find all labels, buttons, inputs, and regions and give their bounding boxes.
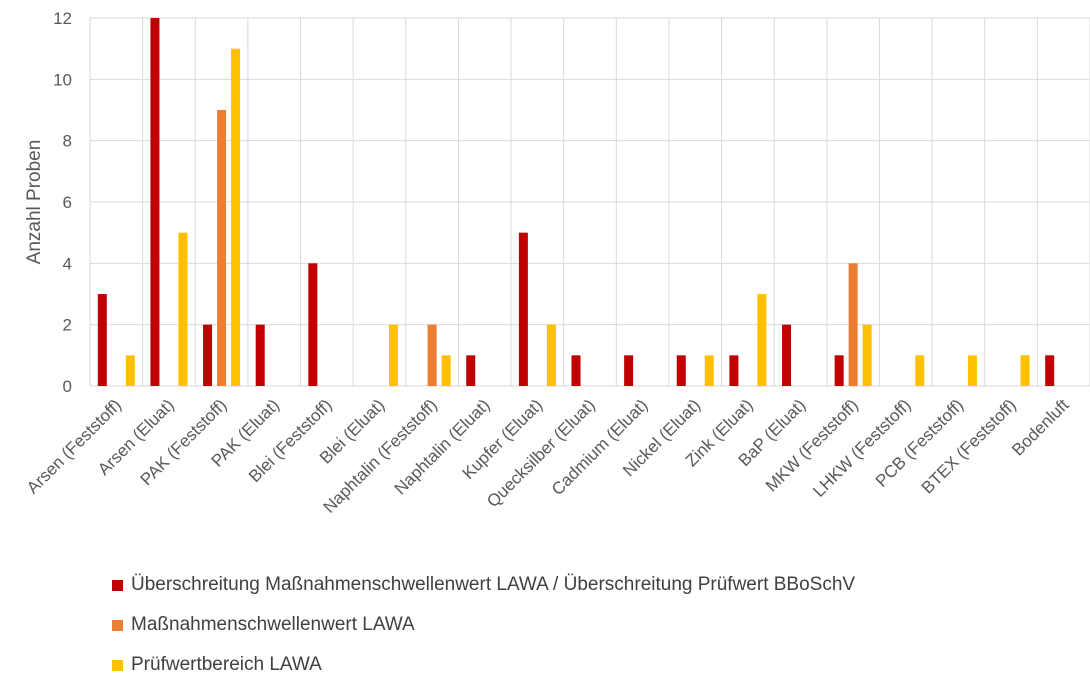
bar bbox=[571, 355, 581, 386]
bar bbox=[441, 355, 451, 386]
legend-label: Prüfwertbereich LAWA bbox=[131, 654, 322, 675]
bar bbox=[676, 355, 686, 386]
legend-item: Prüfwertbereich LAWA bbox=[112, 645, 855, 685]
bars bbox=[97, 18, 1055, 387]
legend-label: Maßnahmenschwellenwert LAWA bbox=[131, 614, 415, 635]
bar bbox=[967, 355, 977, 386]
bar bbox=[178, 232, 188, 386]
legend: Überschreitung Maßnahmenschwellenwert LA… bbox=[112, 565, 855, 685]
x-tick-labels: Arsen (Feststoff)Arsen (Eluat)PAK (Fests… bbox=[23, 395, 1073, 517]
bar bbox=[729, 355, 739, 386]
bar bbox=[427, 324, 437, 386]
x-tick-label: Naphtalin (Eluat) bbox=[391, 395, 494, 498]
x-tick-label: Bodenluft bbox=[1008, 395, 1072, 459]
bar bbox=[308, 263, 318, 386]
bar bbox=[203, 324, 213, 386]
x-tick-label: Cadmium (Eluat) bbox=[548, 395, 652, 499]
legend-swatch bbox=[112, 579, 123, 591]
bar bbox=[834, 355, 844, 386]
bar bbox=[862, 324, 872, 386]
bar bbox=[546, 324, 556, 386]
x-tick-label: BTEX (Feststoff) bbox=[918, 395, 1020, 497]
legend-swatch bbox=[112, 619, 123, 631]
gridlines bbox=[89, 17, 1090, 387]
bar bbox=[255, 324, 265, 386]
bar bbox=[1020, 355, 1030, 386]
bar bbox=[782, 324, 792, 386]
y-tick-label: 8 bbox=[63, 132, 72, 151]
y-tick-labels: 0 2 4 6 8 10 12 bbox=[53, 9, 72, 396]
bar bbox=[150, 18, 160, 386]
bar bbox=[1045, 355, 1055, 386]
bar bbox=[217, 110, 227, 386]
bar bbox=[624, 355, 634, 386]
legend-label: Überschreitung Maßnahmenschwellenwert LA… bbox=[131, 574, 856, 595]
x-tick-label: Arsen (Feststoff) bbox=[23, 395, 125, 497]
bar bbox=[231, 48, 241, 387]
bar bbox=[704, 355, 714, 386]
bar bbox=[125, 355, 135, 386]
legend-swatch bbox=[112, 659, 123, 671]
x-tick-label: MKW (Feststoff) bbox=[762, 395, 862, 495]
bar-chart: 0 2 4 6 8 10 12 Arsen (Feststoff)Arsen (Eluat)… bbox=[23, 9, 1090, 517]
y-tick-label: 6 bbox=[63, 193, 72, 212]
y-tick-label: 10 bbox=[53, 70, 72, 89]
bar bbox=[848, 263, 858, 386]
y-tick-label: 2 bbox=[63, 316, 72, 335]
y-tick-label: 12 bbox=[53, 9, 72, 28]
y-tick-label: 0 bbox=[63, 377, 72, 396]
legend-item: Maßnahmenschwellenwert LAWA bbox=[112, 605, 855, 645]
y-tick-label: 4 bbox=[63, 254, 72, 273]
bar bbox=[466, 355, 476, 386]
bar bbox=[518, 232, 528, 386]
bar bbox=[757, 294, 767, 386]
bar bbox=[97, 294, 107, 386]
x-tick-label: LHKW (Feststoff) bbox=[809, 395, 914, 500]
bar bbox=[915, 355, 925, 386]
y-axis-label: Anzahl Proben bbox=[24, 140, 45, 265]
bar bbox=[388, 324, 398, 386]
legend-item: Überschreitung Maßnahmenschwellenwert LA… bbox=[112, 565, 855, 605]
